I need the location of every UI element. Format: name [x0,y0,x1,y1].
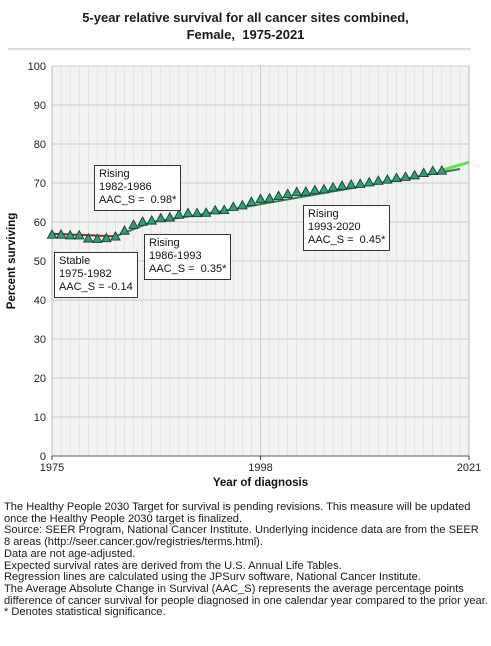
annotation-rising-1982-1986: Rising 1982-1986 AAC_S = 0.98* [94,165,182,211]
data-point-marker [82,232,94,243]
data-point-marker [309,184,321,195]
y-tick-label: 100 [28,61,46,73]
data-point-marker [182,207,194,218]
data-point-marker [282,188,294,199]
footnote-life-tables: Expected survival rates are derived from… [4,559,342,572]
data-point-marker [246,196,257,206]
data-point-marker [155,212,167,223]
data-point-marker [354,178,366,188]
annotation-line: Rising [99,168,130,180]
data-point-marker [200,207,212,217]
y-tick-labels: 0 10 20 30 40 50 60 70 80 90 100 [28,61,46,463]
data-point-marker [255,193,266,204]
data-point-marker [137,216,149,226]
annotation-line: Rising [308,208,339,220]
annotation-line: 1993-2020 [308,221,361,233]
footnote-significance: * Denotes statistical significance. [4,606,166,619]
y-tick-label: 20 [34,373,46,385]
data-point-marker [209,204,221,215]
y-axis-label: Percent surviving [6,213,18,310]
chart-title-line-2: Female, 1975-2021 [186,27,305,42]
data-point-marker [372,175,384,185]
data-point-marker [391,172,402,183]
target-segment [441,160,470,172]
data-point-marker [418,167,430,177]
data-point-marker [110,230,121,241]
data-point-marker [191,207,203,218]
y-tick-label: 80 [34,139,46,151]
footnote-aacs: The Average Absolute Change in Survival … [4,582,488,607]
annotation-line: AAC_S = 0.35* [149,263,227,275]
data-point-marker [218,204,230,215]
data-point-marker [273,190,284,201]
chart-title-line-1: 5-year relative survival for all cancer … [82,10,409,25]
annotation-line: 1986-1993 [149,250,202,262]
annotation-line: AAC_S = 0.98* [99,194,177,206]
data-point-marker [164,211,176,222]
data-point-marker [64,229,76,240]
data-point-marker [345,179,357,189]
data-point-marker [101,232,112,243]
data-point-marker [73,229,85,240]
chart-svg: 0 10 20 30 40 50 60 70 80 90 100 1975 1998 2021 Year… [6,48,481,489]
annotation-stable-1975-1982: Stable 1975-1982 AAC_S = -0.14 [54,252,138,298]
data-point-marker [363,176,375,187]
annotation-line: 1975-1982 [59,268,112,280]
data-point-marker [146,214,158,225]
footnote-jpsurv: Regression lines are calculated using th… [4,571,421,584]
chart-title: 5-year relative survival for all cancer … [0,9,491,43]
footnote-target: The Healthy People 2030 Target for survi… [4,501,471,525]
data-point-marker [400,171,411,181]
data-point-marker [55,228,67,239]
data-point-marker [91,233,103,243]
data-markers [46,164,448,243]
annotation-line: AAC_S = -0.14 [59,281,133,293]
y-tick-label: 60 [34,217,46,229]
data-point-marker [46,228,58,239]
y-tick-label: 10 [34,412,46,424]
annotation-line: Stable [59,255,91,267]
data-point-marker [327,181,339,192]
y-tick-label: 50 [34,256,46,268]
annotation-rising-1993-2020: Rising 1993-2020 AAC_S = 0.45* [303,205,391,251]
data-point-marker [409,169,420,180]
y-tick-label: 30 [34,334,46,346]
y-tick-label: 40 [34,295,46,307]
target-line [441,160,470,172]
footnotes: The Healthy People 2030 Target for survi… [4,501,488,619]
data-point-marker [173,209,185,219]
x-tick-label: 1975 [40,462,64,474]
data-point-marker [128,219,139,229]
data-point-marker [436,164,448,175]
footnote-source: Source: SEER Program, National Cancer In… [4,524,479,549]
annotation-line: AAC_S = 0.45* [308,234,386,246]
footnote-age-adjustment: Data are not age-adjusted. [4,547,136,560]
data-point-marker [227,201,239,211]
data-point-marker [264,192,275,203]
data-point-marker [291,186,303,197]
data-point-marker [427,165,439,176]
data-point-marker [318,183,330,194]
data-point-marker [382,173,393,184]
data-point-marker [119,225,130,235]
x-tick-labels: 1975 1998 2021 [40,462,481,474]
x-tick-label: 2021 [457,462,481,474]
x-tick-label: 1998 [248,462,272,474]
annotation-line: 1982-1986 [99,181,152,193]
data-point-marker [300,186,312,196]
data-point-marker [237,199,248,210]
y-tick-label: 0 [40,451,46,463]
annotation-line: Rising [149,237,180,249]
x-axis-label: Year of diagnosis [213,477,308,489]
y-tick-label: 70 [34,178,46,190]
data-point-marker [336,180,348,190]
y-tick-label: 90 [34,100,46,112]
annotation-rising-1986-1993: Rising 1986-1993 AAC_S = 0.35* [144,234,232,280]
